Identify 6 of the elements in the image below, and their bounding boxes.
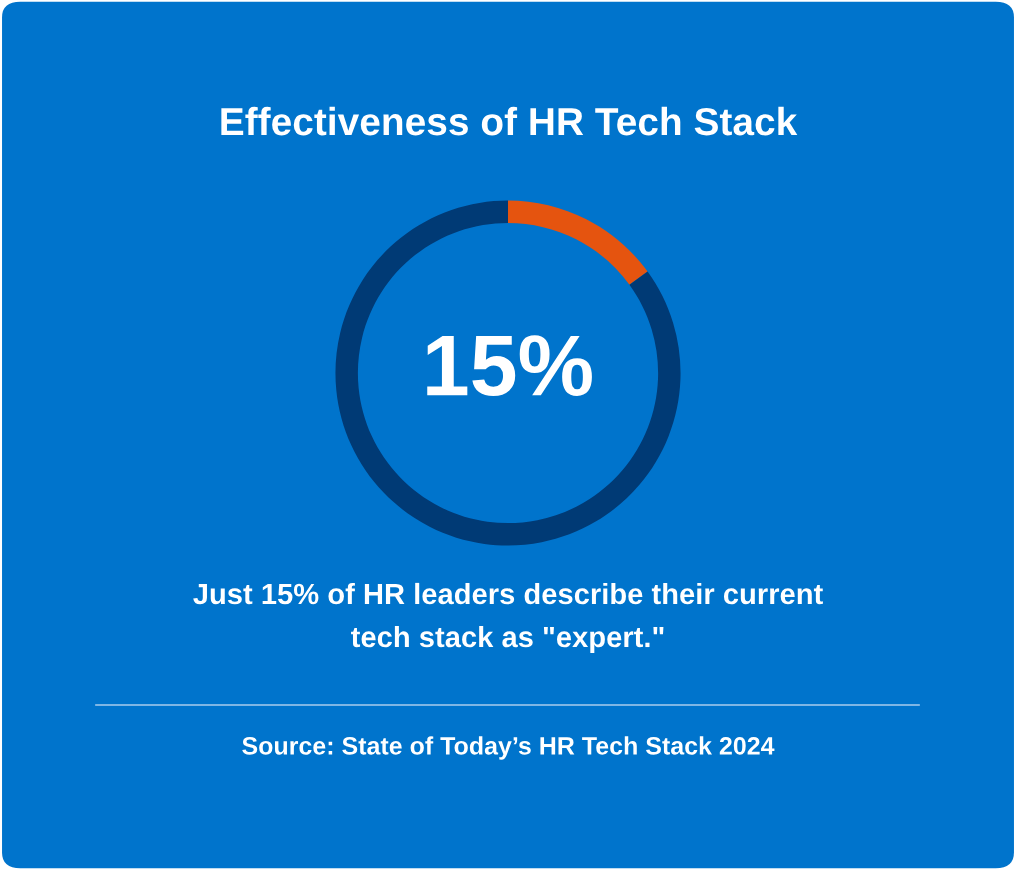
text: Just 15% of HR leaders describe their current tech stack as "expert.": [193, 582, 823, 654]
chart-title: Effectiveness of HR Tech Stack: [221, 106, 798, 136]
donut-slice: [335, 200, 681, 546]
donut-slice: [508, 200, 648, 285]
source-note: Source: State of Today’s HR Tech Stack 2024: [242, 736, 775, 760]
text: 15%: [427, 335, 592, 397]
